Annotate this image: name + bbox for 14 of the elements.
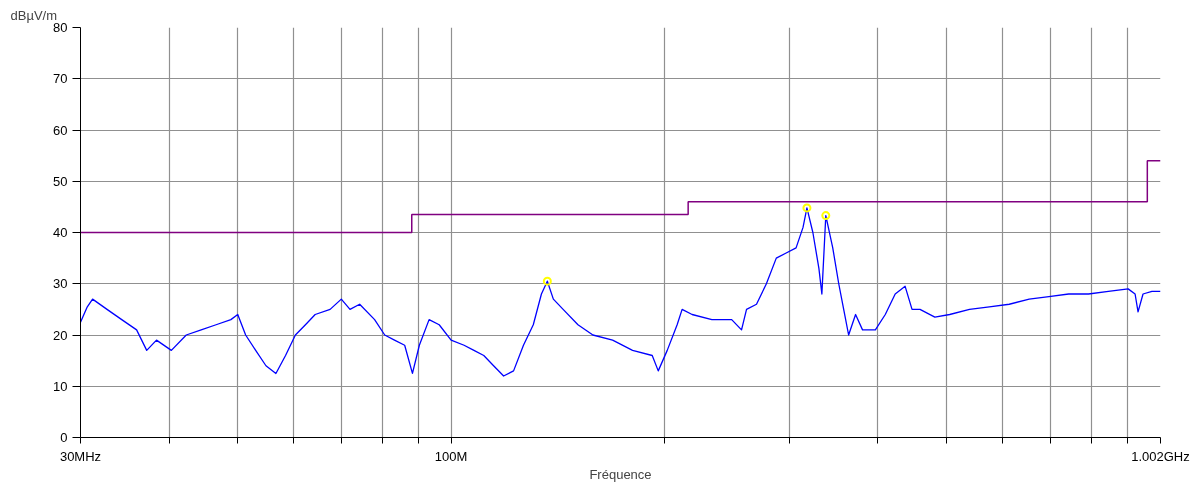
y-axis-title: dBµV/m: [10, 7, 58, 23]
y-tick-label: 30: [53, 276, 68, 292]
y-tick-label: 10: [53, 378, 68, 394]
y-tick-label: 0: [60, 430, 68, 445]
y-tick-label: 80: [53, 20, 68, 35]
y-tick-label: 60: [53, 122, 68, 138]
x-tick-label: 30MHz: [59, 448, 102, 464]
x-tick-label: 100M: [434, 448, 468, 464]
y-tick-label: 20: [53, 327, 68, 343]
y-tick-label: 70: [53, 71, 68, 87]
x-tick-label: 1.002GHz: [1131, 448, 1190, 464]
x-axis-title: Fréquence: [589, 466, 652, 482]
y-tick-label: 50: [53, 173, 68, 189]
y-tick-label: 40: [53, 225, 68, 240]
